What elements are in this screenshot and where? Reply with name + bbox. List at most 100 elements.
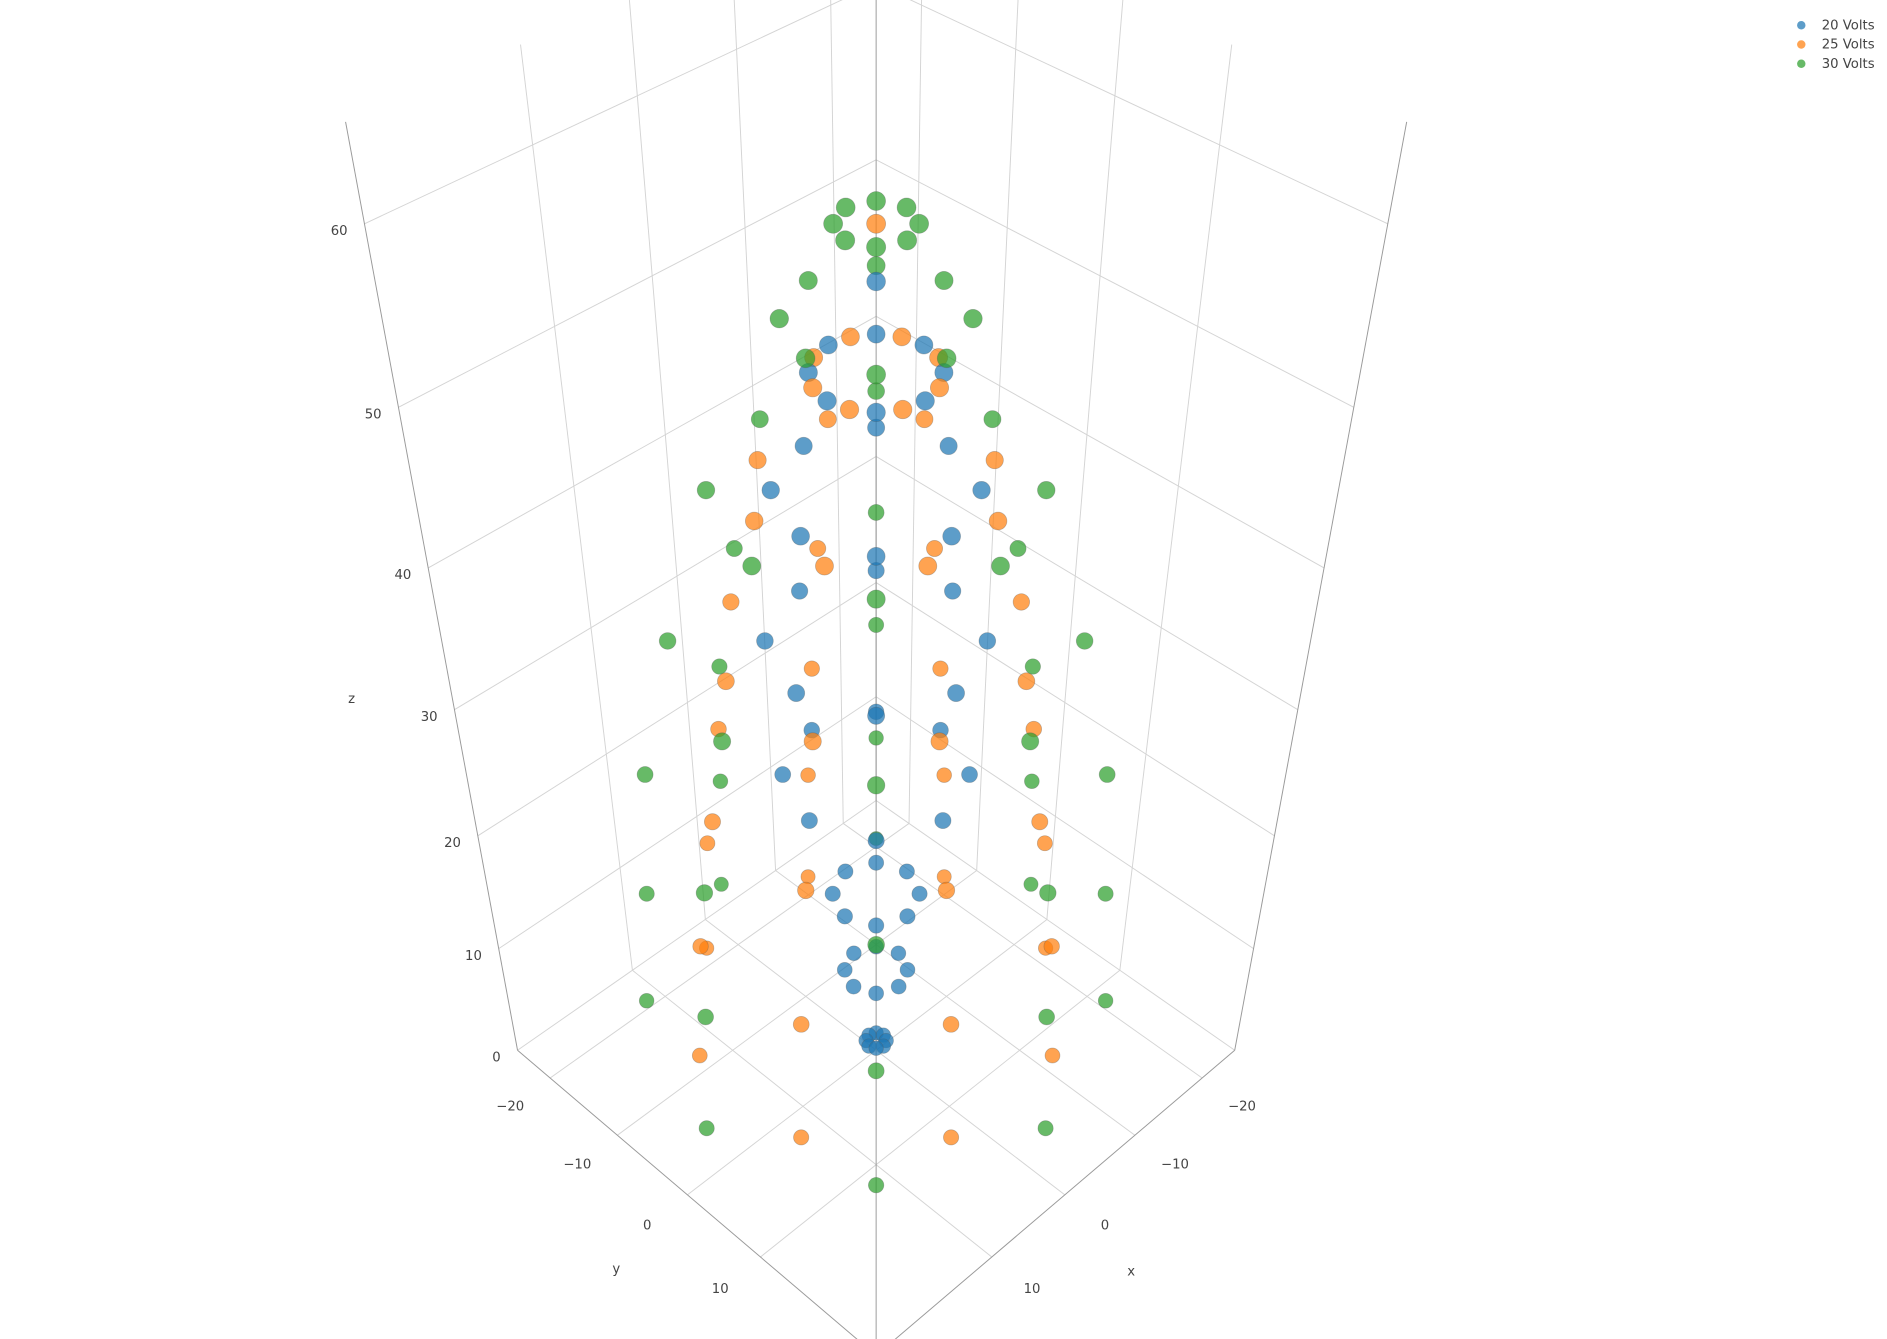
data-point <box>985 451 1004 470</box>
data-point <box>1031 813 1049 831</box>
data-point <box>1097 993 1114 1009</box>
wall-grid-line <box>875 456 1299 711</box>
data-point <box>712 773 729 790</box>
data-point <box>697 1008 714 1026</box>
data-point <box>846 945 862 962</box>
data-point <box>835 197 856 218</box>
data-point <box>1039 884 1057 902</box>
wall-grid-line <box>908 0 923 824</box>
data-point <box>1021 732 1040 751</box>
data-point <box>1075 632 1094 650</box>
wall-grid-line <box>733 0 777 871</box>
data-point <box>725 539 743 557</box>
data-point <box>914 335 934 355</box>
data-point <box>713 732 732 751</box>
data-point <box>915 410 934 429</box>
data-point <box>868 985 884 1002</box>
z-tick-label: 40 <box>395 568 412 583</box>
y-axis-label: y <box>612 1262 620 1277</box>
data-point <box>800 869 816 885</box>
data-point <box>930 732 949 751</box>
data-point <box>936 767 952 783</box>
data-point <box>867 504 885 521</box>
floor-grid-line <box>687 919 1048 1196</box>
data-point <box>809 539 827 557</box>
data-point <box>794 436 813 455</box>
legend-label: 20 Volts <box>1822 18 1875 33</box>
data-point <box>932 660 949 677</box>
data-point <box>824 885 841 902</box>
z-tick-label: 10 <box>465 949 482 964</box>
data-point <box>691 1047 708 1064</box>
x-tick-label: 0 <box>1101 1219 1109 1234</box>
z-tick-label: 0 <box>492 1050 500 1065</box>
data-point <box>926 539 944 557</box>
data-point <box>868 1177 885 1194</box>
data-point <box>899 908 916 925</box>
z-tick-label: 60 <box>331 224 348 239</box>
data-point <box>769 309 789 329</box>
box-edge <box>1234 121 1408 1051</box>
data-point <box>722 593 740 611</box>
data-point <box>866 402 886 423</box>
data-point <box>698 1120 715 1137</box>
y-tick-label: −20 <box>496 1099 524 1114</box>
y-tick-label: −10 <box>563 1158 591 1173</box>
data-point <box>638 993 655 1009</box>
data-point <box>756 632 774 650</box>
z-tick-label: 20 <box>444 836 461 851</box>
data-point <box>800 812 818 830</box>
data-point <box>791 582 809 600</box>
data-point <box>692 938 709 955</box>
data-point <box>744 511 764 531</box>
data-point <box>713 876 729 892</box>
wall-grid-line <box>628 0 706 920</box>
legend-marker <box>1797 59 1806 68</box>
data-point <box>983 410 1002 429</box>
data-point <box>929 378 950 398</box>
data-point <box>963 309 983 329</box>
data-point <box>800 767 816 783</box>
wall-grid-line <box>976 0 1019 871</box>
data-point <box>1012 593 1030 611</box>
floor-grid-line <box>705 919 1066 1196</box>
box-edge <box>345 121 519 1051</box>
wall-grid-line <box>875 800 1236 1051</box>
wall-grid-line <box>398 159 877 408</box>
data-point <box>1097 885 1114 902</box>
data-point <box>978 632 997 650</box>
data-point <box>1098 766 1116 783</box>
data-point <box>866 191 886 211</box>
floor-grid-line <box>617 870 977 1136</box>
data-point <box>761 481 780 500</box>
wall-grid-line <box>909 0 1389 225</box>
data-point <box>988 511 1008 531</box>
data-point <box>1024 658 1041 675</box>
data-point <box>836 908 853 925</box>
data-point <box>1037 481 1056 500</box>
data-point <box>1036 835 1053 852</box>
data-point <box>793 1129 810 1146</box>
x-axis-label: x <box>1127 1265 1135 1280</box>
data-point <box>658 632 677 650</box>
z-tick-label: 30 <box>421 710 438 725</box>
data-point <box>867 706 886 725</box>
data-point <box>918 556 938 576</box>
data-point <box>934 812 952 830</box>
data-point <box>942 526 961 546</box>
data-point <box>836 962 853 978</box>
data-point <box>897 230 918 251</box>
data-point <box>899 962 916 978</box>
wall-grid-line <box>1119 44 1233 971</box>
data-point <box>1037 1120 1054 1137</box>
x-tick-label: −10 <box>1161 1158 1189 1173</box>
data-point <box>892 327 912 347</box>
data-point <box>636 766 654 783</box>
floor-grid-line <box>775 870 1136 1136</box>
wall-grid-line <box>477 582 877 837</box>
data-point <box>867 1062 885 1080</box>
wall-grid-line <box>498 696 877 950</box>
z-axis-label: z <box>348 692 355 707</box>
box-edge <box>517 1049 858 1339</box>
data-point <box>791 526 810 546</box>
